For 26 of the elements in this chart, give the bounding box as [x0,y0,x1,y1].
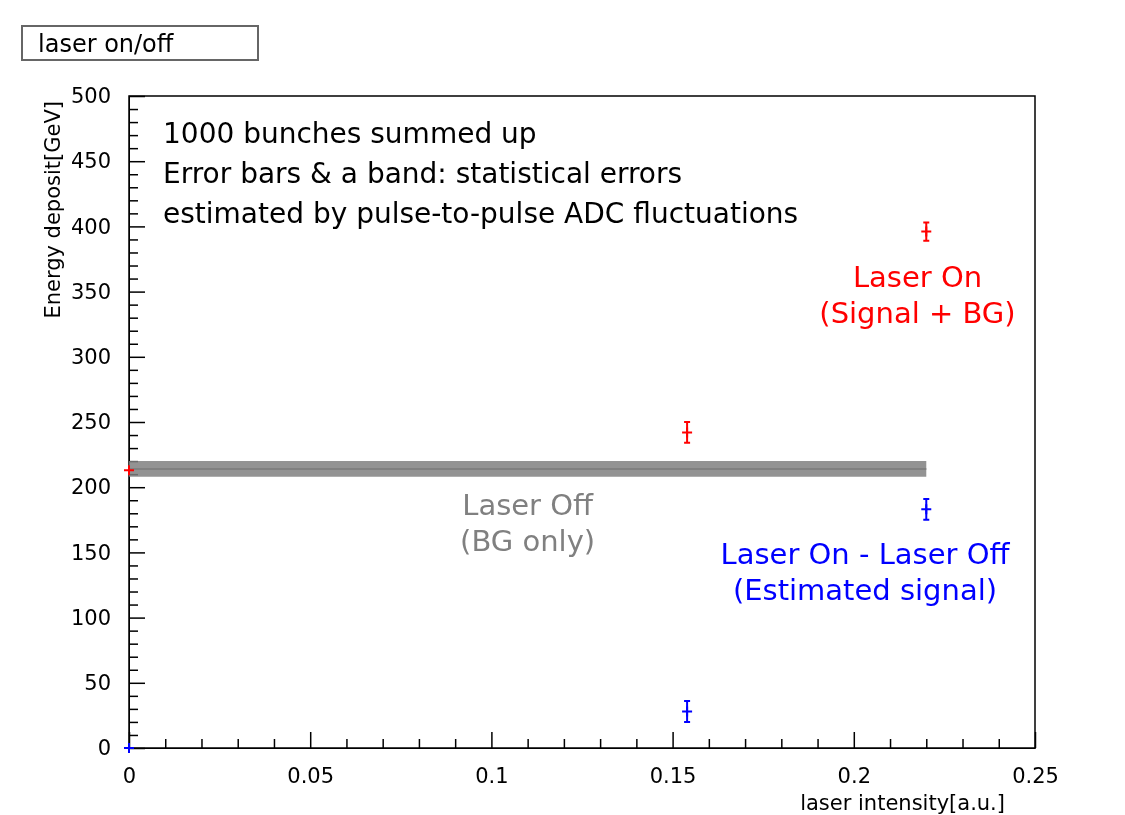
series-label: Laser Off (BG only) [460,487,596,558]
x-tick-label: 0.1 [475,763,509,788]
y-tick-label: 300 [70,345,111,370]
annotation: 1000 bunches summed up [163,117,537,150]
x-tick-label: 0.15 [649,763,697,788]
x-tick-label: 0.25 [1012,763,1059,788]
y-tick-label: 100 [70,605,111,630]
y-tick-label: 400 [70,214,111,239]
text: Laser On - Laser Off (Estimated signal) [720,537,1011,608]
y-tick-label: 450 [70,149,111,174]
x-tick-label: 0.05 [287,763,335,788]
annotation: Error bars & a band: statistical errors [163,157,683,190]
annotation: estimated by pulse-to-pulse ADC fluctuations [163,197,799,230]
y-tick-label: 200 [70,475,111,500]
y-tick-label: 500 [70,84,111,109]
y-tick-label: 250 [70,410,111,435]
y-tick-label: 350 [70,279,111,304]
y-tick-label: 0 [97,736,111,761]
y-axis-title: Energy deposit[GeV] [41,101,65,319]
x-tick-label: 0 [122,763,137,788]
x-tick-label: 0.2 [837,763,871,788]
x-axis-title: laser intensity[a.u.] [800,791,1005,815]
chart-title: laser on/off [38,30,174,58]
y-tick-label: 50 [84,671,111,696]
y-tick-label: 150 [70,540,111,565]
text: Laser On (Signal + BG) [819,259,1016,330]
